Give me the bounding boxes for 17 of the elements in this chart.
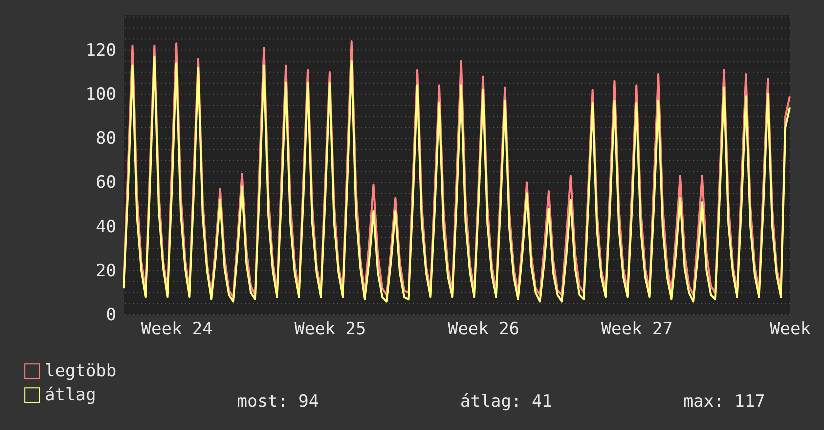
y-tick-label: 120: [86, 40, 116, 61]
x-tick-label: Week 24: [141, 320, 213, 340]
y-tick-label: 20: [96, 261, 116, 282]
x-tick-label: Week 25: [294, 320, 366, 340]
legend-label: legtöbb: [45, 362, 117, 382]
x-tick-label: Week 27: [601, 320, 673, 340]
y-tick-label: 100: [86, 84, 116, 105]
y-tick-label: 40: [96, 217, 116, 238]
x-tick-label: Week 26: [448, 320, 520, 340]
text: átlag: 41: [460, 392, 552, 412]
text: max: 117: [683, 392, 766, 412]
y-tick-label: 60: [96, 173, 116, 194]
x-tick-label: Week: [770, 320, 811, 340]
legend-label: átlag: [45, 386, 96, 406]
text: most: 94: [237, 392, 320, 412]
y-tick-label: 80: [96, 129, 116, 150]
y-tick-label: 0: [106, 306, 116, 326]
